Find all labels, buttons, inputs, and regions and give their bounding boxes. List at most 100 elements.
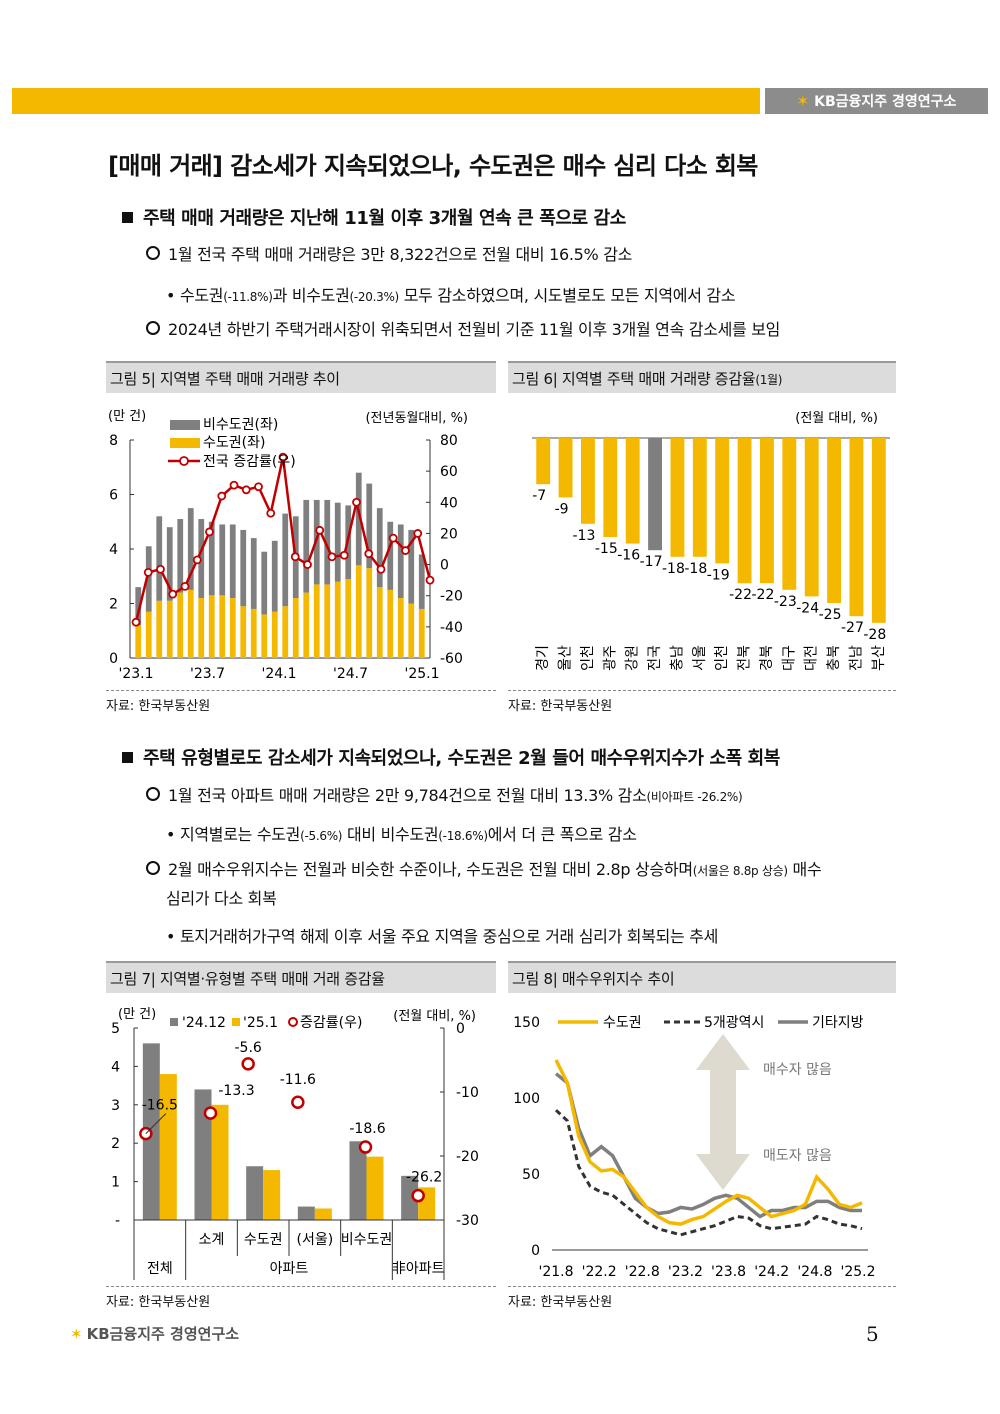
fig8-xtick: '23.2 — [668, 1264, 703, 1280]
fig5-bar-noncapital — [271, 540, 278, 612]
fig5-ytick-right: -20 — [440, 589, 463, 605]
fig7-title: 그림 7| 지역별·유형별 주택 매매 거래 증감율 — [106, 961, 496, 993]
fig6-value-label: -22 — [752, 587, 775, 603]
fig6-bar — [871, 438, 886, 623]
fig5-bar-capital — [219, 595, 226, 658]
fig7-category-label: (서울) — [296, 1232, 333, 1248]
fig6-title-b: (1월) — [755, 373, 783, 387]
fig7-legend-2501: '25.1 — [243, 1015, 278, 1031]
fig5-bar-capital — [345, 578, 352, 658]
fig6-value-label: -25 — [819, 607, 842, 623]
section2-heading-text: 주택 유형별로도 감소세가 지속되었으나, 수도권은 2월 들어 매수우위지수가… — [143, 748, 780, 769]
fig7-bar-2412 — [297, 1206, 315, 1220]
fig5-bar-capital — [208, 595, 215, 658]
fig6-category-label: 경기 — [535, 645, 551, 671]
fig5-bar-noncapital — [366, 483, 373, 569]
fig7-source: 자료: 한국부동산원 — [106, 1286, 496, 1310]
fig5-bar-capital — [355, 565, 362, 658]
fig7-category-label: 전체 — [147, 1261, 173, 1277]
fig7-category-label: 소계 — [199, 1232, 225, 1248]
page-number: 5 — [866, 1322, 879, 1346]
fig6-unit: (전월 대비, %) — [795, 411, 878, 426]
fig5-rate-point — [229, 480, 239, 490]
fig5-ytick-right: 60 — [440, 464, 458, 480]
fig5-bar-capital — [229, 598, 236, 658]
fig5-xtick: '24.1 — [261, 666, 296, 682]
fig5-bar-capital — [198, 598, 205, 658]
fig7-category-label: 비수도권 — [341, 1232, 393, 1248]
fig5-ytick-left: 4 — [109, 542, 118, 558]
fig8-line-metro5 — [554, 1109, 863, 1237]
circle-bullet-icon — [146, 787, 160, 801]
fig8-xtick: '23.8 — [711, 1264, 746, 1280]
fig5-bar-noncapital — [334, 502, 341, 582]
fig7-legend-swatch-2412 — [170, 1018, 178, 1026]
fig6-value-label: -28 — [863, 627, 886, 643]
fig5-bar-capital — [250, 608, 257, 658]
fig5-bar-noncapital — [408, 529, 415, 604]
fig6-title: 그림 6| 지역별 주택 매매 거래량 증감율(1월) — [508, 361, 896, 393]
fig8-arrow-shaft — [710, 1104, 736, 1154]
fig5-ytick-right: 80 — [440, 433, 458, 449]
fig5-rate-point — [376, 564, 386, 574]
fig5-ytick-left: 8 — [109, 433, 118, 449]
fig6-bar — [581, 438, 595, 524]
fig7-rate-point — [203, 1106, 218, 1120]
fig8-arrow-up — [696, 1034, 750, 1104]
section1-p1: 1월 전국 주택 매매 거래량은 3만 8,322건으로 전월 대비 16.5%… — [146, 241, 906, 269]
s1-sub-d: (-20.3%) — [349, 290, 400, 304]
s2-p2-b: (서울은 8.8p 상승) — [692, 864, 788, 878]
fig7-bar-2412 — [246, 1166, 264, 1220]
section1-p1-text: 1월 전국 주택 매매 거래량은 3만 8,322건으로 전월 대비 16.5%… — [168, 245, 633, 264]
fig7-ytick-right: -20 — [456, 1149, 479, 1165]
section2-p1-sub: • 지역별로는 수도권(-5.6%) 대비 비수도권(-18.6%)에서 더 큰… — [166, 825, 637, 844]
fig7-rate-point — [411, 1188, 425, 1203]
fig6-category-label: 대구 — [781, 645, 797, 671]
fig5-rate-point — [425, 575, 435, 585]
fig6-category-label: 전남 — [848, 645, 864, 671]
fig5-bar-noncapital — [240, 529, 247, 607]
fig5-rate-point — [413, 529, 423, 538]
fig5-bar-capital — [282, 606, 289, 658]
fig5-chart: 0 2 4 6 8 -60 -40 -20 0 20 40 60 80 (만 건) (전년동월대비, %) '… — [108, 409, 468, 682]
fig6-category-label: 강원 — [625, 645, 641, 671]
fig6-value-label: -19 — [707, 567, 730, 583]
fig5-rate-point — [205, 527, 214, 537]
fig6-category-label: 대전 — [804, 645, 820, 671]
fig7-rate-label: -26.2 — [406, 1170, 442, 1186]
fig7-bar-2412 — [194, 1089, 212, 1220]
page-title: [매매 거래] 감소세가 지속되었으나, 수도권은 매수 심리 다소 회복 — [108, 152, 758, 180]
fig5-bar-noncapital — [261, 551, 268, 615]
fig5-bar-capital — [313, 584, 320, 658]
fig5-left-unit: (만 건) — [108, 409, 146, 424]
fig5-bar-capital — [397, 598, 404, 658]
fig5-rate-point — [143, 567, 153, 577]
fig7-ytick-left: 1 — [111, 1175, 120, 1191]
fig5-rate-point — [168, 589, 178, 599]
fig7-ytick-left: 5 — [111, 1021, 120, 1037]
fig6-value-label: -7 — [532, 488, 546, 504]
fig6-category-label: 서울 — [692, 645, 708, 671]
fig5-rate-point — [266, 508, 276, 518]
fig6-value-label: -22 — [729, 587, 752, 603]
fig5-legend-swatch-noncapital — [170, 420, 200, 430]
fig6-bar — [558, 438, 573, 498]
fig6-category-label: 전국 — [647, 645, 663, 671]
fig6-source: 자료: 한국부동산원 — [508, 690, 896, 714]
fig5-rate-point — [254, 482, 263, 492]
s1-sub-c: 과 비수도권 — [272, 286, 350, 305]
fig6-category-label: 광주 — [602, 645, 618, 671]
fig5-rate-point — [315, 525, 325, 535]
fig7-rate-point — [241, 1057, 255, 1071]
fig5-rate-point — [192, 555, 202, 565]
fig7-rate-point — [358, 1140, 373, 1154]
fig6-category-label: 인천 — [714, 645, 730, 671]
fig6-category-label: 충남 — [669, 645, 685, 671]
fig7-ytick-right: -30 — [456, 1213, 479, 1229]
fig7-rate-label: -13.3 — [218, 1083, 254, 1099]
fig6-category-label: 전북 — [737, 645, 753, 671]
fig8-source: 자료: 한국부동산원 — [508, 1286, 896, 1310]
s2-sub-b: (-5.6%) — [300, 829, 343, 843]
fig5-bar-capital — [418, 608, 425, 658]
